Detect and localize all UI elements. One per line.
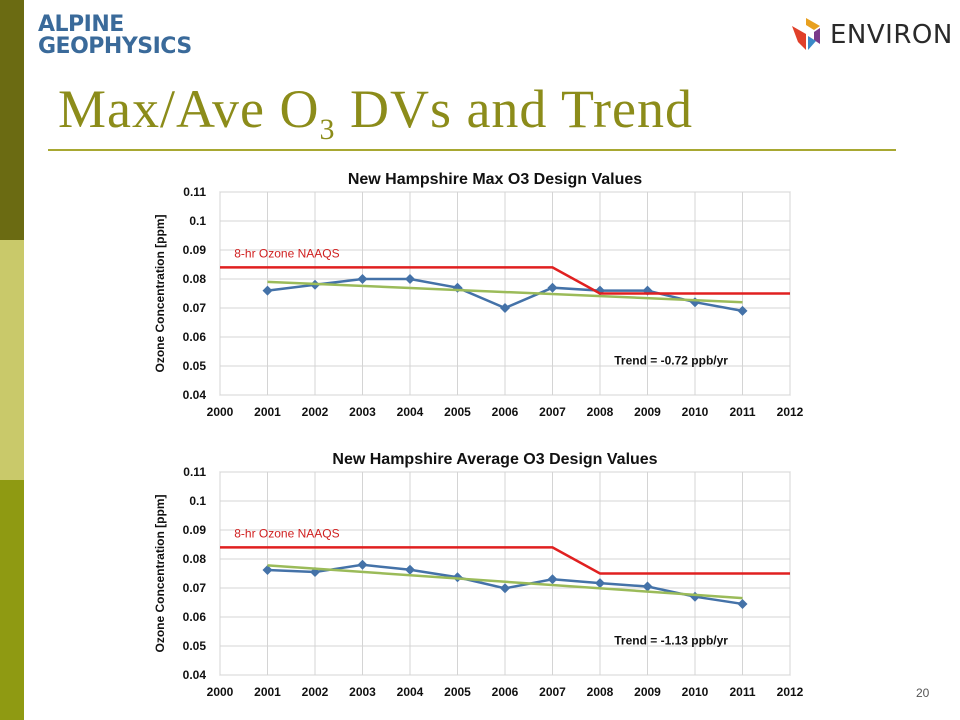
alpine-geophysics-logo: ALPINE GEOPHYSICS [38, 14, 208, 64]
y-tick-label: 0.08 [183, 552, 207, 566]
y-tick-label: 0.11 [183, 185, 206, 199]
x-tick-label: 2006 [492, 405, 519, 419]
naaqs-line [220, 266, 790, 295]
page-number: 20 [916, 686, 930, 700]
sidebar-segment-light [0, 240, 24, 480]
y-tick-label: 0.08 [183, 272, 207, 286]
x-tick-label: 2012 [777, 405, 804, 419]
y-tick-label: 0.05 [183, 639, 207, 653]
data-point-marker [547, 574, 558, 585]
y-tick-label: 0.1 [189, 494, 206, 508]
trend-label: Trend = -1.13 ppb/yr [614, 634, 728, 648]
x-tick-label: 2007 [539, 405, 566, 419]
environ-logo: ENVIRON [786, 14, 952, 54]
y-tick-label: 0.09 [183, 523, 207, 537]
trend-line [267, 280, 743, 304]
y-tick-label: 0.07 [183, 301, 207, 315]
alpine-logo-line2: GEOPHYSICS [38, 34, 192, 59]
title-underline [48, 149, 896, 151]
x-tick-label: 2011 [729, 405, 755, 419]
data-point-marker [405, 564, 415, 575]
data-point-marker [500, 303, 510, 313]
x-tick-label: 2002 [302, 405, 329, 419]
data-point-marker [595, 578, 605, 589]
y-tick-label: 0.05 [183, 359, 207, 373]
x-tick-label: 2009 [634, 405, 661, 419]
y-tick-label: 0.06 [183, 330, 207, 344]
x-tick-label: 2004 [397, 685, 424, 699]
data-point-marker [405, 274, 415, 284]
trend-label: Trend = -0.72 ppb/yr [614, 354, 728, 368]
x-tick-label: 2010 [682, 405, 709, 419]
x-tick-label: 2009 [634, 685, 661, 699]
max-o3-chart: 2000 2001 2002 2003 2004 2005 2006 2007 2008 2009… [153, 171, 804, 419]
sidebar-stripe [0, 0, 24, 720]
x-tick-label: 2000 [207, 405, 234, 419]
slide-title: Max/Ave O3 DVs and Trend [58, 78, 693, 147]
data-point-marker [357, 274, 368, 284]
data-point-marker [262, 285, 273, 296]
x-tick-label: 2010 [682, 685, 709, 699]
title-rest: DVs and Trend [335, 79, 693, 139]
y-tick-label: 0.04 [183, 668, 207, 682]
y-tick-label: 0.11 [183, 465, 206, 479]
x-tick-label: 2004 [397, 405, 424, 419]
sidebar-segment-dark [0, 0, 24, 240]
naaqs-line [220, 546, 790, 575]
average-o3-chart: 2000 2001 2002 2003 2004 2005 2006 2007 2008 2009… [153, 451, 804, 699]
data-point-marker [452, 282, 463, 293]
data-point-marker [500, 583, 510, 594]
x-tick-label: 2008 [587, 405, 614, 419]
x-tick-label: 2003 [349, 685, 376, 699]
data-point-marker [357, 559, 368, 570]
x-tick-label: 2012 [777, 685, 804, 699]
data-point-marker [737, 305, 748, 316]
data-point-marker [547, 282, 558, 293]
x-tick-label: 2000 [207, 685, 234, 699]
data-point-marker [262, 565, 273, 576]
y-tick-label: 0.09 [183, 243, 207, 257]
y-tick-label: 0.1 [189, 214, 206, 228]
naaqs-label: 8-hr Ozone NAAQS [234, 246, 339, 260]
data-point-marker [737, 598, 748, 609]
x-tick-label: 2005 [444, 405, 471, 419]
x-tick-label: 2008 [587, 685, 614, 699]
x-tick-label: 2002 [302, 685, 329, 699]
data-point-marker [310, 567, 320, 578]
environ-mark-icon [792, 18, 820, 50]
sidebar-segment-olive [0, 480, 24, 720]
data-point-marker [642, 581, 653, 592]
x-tick-label: 2005 [444, 685, 471, 699]
environ-logo-text: ENVIRON [830, 20, 953, 50]
chart-title: New Hampshire Average O3 Design Values [332, 451, 657, 468]
trend-line [267, 564, 743, 600]
y-tick-label: 0.06 [183, 610, 207, 624]
y-tick-label: 0.07 [183, 581, 207, 595]
x-tick-label: 2001 [254, 405, 281, 419]
x-tick-label: 2006 [492, 685, 519, 699]
naaqs-label: 8-hr Ozone NAAQS [234, 526, 339, 540]
alpine-logo-line1: ALPINE [38, 12, 124, 37]
y-axis-label: Ozone Concentration [ppm] [153, 215, 167, 373]
y-tick-label: 0.04 [183, 388, 207, 402]
y-axis-label: Ozone Concentration [ppm] [153, 495, 167, 653]
x-tick-label: 2007 [539, 685, 566, 699]
title-main: Max/Ave O [58, 79, 320, 139]
x-tick-label: 2001 [254, 685, 281, 699]
title-subscript: 3 [319, 112, 336, 146]
x-tick-label: 2003 [349, 405, 376, 419]
chart-title: New Hampshire Max O3 Design Values [348, 171, 642, 188]
x-tick-label: 2011 [729, 685, 755, 699]
